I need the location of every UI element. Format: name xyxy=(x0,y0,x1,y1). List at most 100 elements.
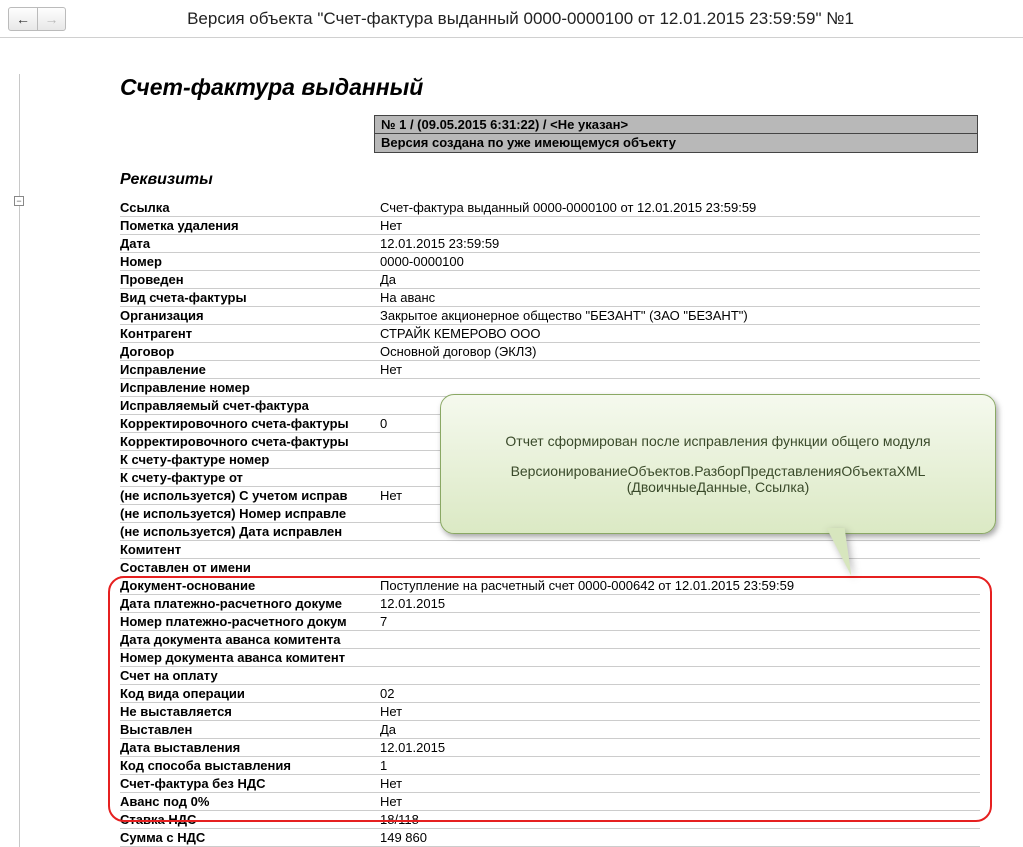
arrow-left-icon: ← xyxy=(16,11,30,27)
prop-value: СТРАЙК КЕМЕРОВО ООО xyxy=(380,325,980,343)
prop-value: Основной договор (ЭКЛЗ) xyxy=(380,343,980,361)
table-row: Документ-основаниеПоступление на расчетн… xyxy=(120,577,980,595)
page-title: Версия объекта "Счет-фактура выданный 00… xyxy=(66,9,1015,29)
arrow-right-icon: → xyxy=(45,11,59,27)
prop-value: 12.01.2015 23:59:59 xyxy=(380,235,980,253)
table-row: Аванс под 0%Нет xyxy=(120,793,980,811)
prop-label: К счету-фактуре номер xyxy=(120,451,380,469)
prop-label: Ссылка xyxy=(120,199,380,217)
table-row: ОрганизацияЗакрытое акционерное общество… xyxy=(120,307,980,325)
prop-label: Исправление номер xyxy=(120,379,380,397)
table-row: Номер платежно-расчетного докум7 xyxy=(120,613,980,631)
doc-heading: Счет-фактура выданный xyxy=(120,74,990,101)
table-row: КонтрагентСТРАЙК КЕМЕРОВО ООО xyxy=(120,325,980,343)
prop-label: Дата документа аванса комитента xyxy=(120,631,380,649)
version-meta-row-1: № 1 / (09.05.2015 6:31:22) / <Не указан> xyxy=(375,116,977,134)
prop-label: Дата платежно-расчетного докуме xyxy=(120,595,380,613)
table-row: Не выставляетсяНет xyxy=(120,703,980,721)
prop-value: Нет xyxy=(380,703,980,721)
prop-label: Аванс под 0% xyxy=(120,793,380,811)
prop-label: Контрагент xyxy=(120,325,380,343)
version-meta-row-2: Версия создана по уже имеющемуся объекту xyxy=(375,134,977,152)
table-row: Счет-фактура без НДСНет xyxy=(120,775,980,793)
table-row: ПроведенДа xyxy=(120,271,980,289)
table-row: ИсправлениеНет xyxy=(120,361,980,379)
prop-label: Корректировочного счета-фактуры xyxy=(120,415,380,433)
table-row: Дата документа аванса комитента xyxy=(120,631,980,649)
prop-label: Составлен от имени xyxy=(120,559,380,577)
prop-label: Номер платежно-расчетного докум xyxy=(120,613,380,631)
prop-label: Исправляемый счет-фактура xyxy=(120,397,380,415)
table-row: Номер0000-0000100 xyxy=(120,253,980,271)
prop-label: Дата выставления xyxy=(120,739,380,757)
prop-label: Договор xyxy=(120,343,380,361)
table-row: Пометка удаленияНет xyxy=(120,217,980,235)
table-row: ВыставленДа xyxy=(120,721,980,739)
prop-value: Да xyxy=(380,721,980,739)
prop-label: Документ-основание xyxy=(120,577,380,595)
prop-value: Нет xyxy=(380,793,980,811)
table-row: Дата платежно-расчетного докуме12.01.201… xyxy=(120,595,980,613)
prop-label: Сумма с НДС xyxy=(120,829,380,847)
prop-value: На аванс xyxy=(380,289,980,307)
table-row: Счет на оплату xyxy=(120,667,980,685)
back-button[interactable]: ← xyxy=(9,8,37,30)
prop-value: 12.01.2015 xyxy=(380,739,980,757)
prop-value: 149 860 xyxy=(380,829,980,847)
table-row: Код вида операции02 xyxy=(120,685,980,703)
table-row: Дата12.01.2015 23:59:59 xyxy=(120,235,980,253)
prop-value: 18/118 xyxy=(380,811,980,829)
prop-value xyxy=(380,667,980,685)
prop-label: Организация xyxy=(120,307,380,325)
prop-label: Ставка НДС xyxy=(120,811,380,829)
forward-button[interactable]: → xyxy=(37,8,65,30)
table-row: ДоговорОсновной договор (ЭКЛЗ) xyxy=(120,343,980,361)
prop-label: Комитент xyxy=(120,541,380,559)
table-row: СсылкаСчет-фактура выданный 0000-0000100… xyxy=(120,199,980,217)
prop-label: Корректировочного счета-фактуры xyxy=(120,433,380,451)
prop-label: (не используется) Дата исправлен xyxy=(120,523,380,541)
prop-value: Поступление на расчетный счет 0000-00064… xyxy=(380,577,980,595)
prop-label: Счет-фактура без НДС xyxy=(120,775,380,793)
table-row: Дата выставления12.01.2015 xyxy=(120,739,980,757)
callout-line-2: ВерсионированиеОбъектов.РазборПредставле… xyxy=(459,463,977,495)
nav-buttons: ← → xyxy=(8,7,66,31)
prop-value: 7 xyxy=(380,613,980,631)
prop-label: Исправление xyxy=(120,361,380,379)
table-row: Сумма с НДС149 860 xyxy=(120,829,980,847)
prop-label: Код способа выставления xyxy=(120,757,380,775)
prop-value: Нет xyxy=(380,775,980,793)
toolbar: ← → Версия объекта "Счет-фактура выданны… xyxy=(0,0,1023,38)
table-row: Вид счета-фактурыНа аванс xyxy=(120,289,980,307)
prop-value: Да xyxy=(380,271,980,289)
prop-value xyxy=(380,649,980,667)
prop-value: Нет xyxy=(380,361,980,379)
prop-label: (не используется) С учетом исправ xyxy=(120,487,380,505)
prop-label: Код вида операции xyxy=(120,685,380,703)
prop-value: 12.01.2015 xyxy=(380,595,980,613)
prop-label: К счету-фактуре от xyxy=(120,469,380,487)
prop-label: (не используется) Номер исправле xyxy=(120,505,380,523)
prop-value xyxy=(380,631,980,649)
table-row: Номер документа аванса комитент xyxy=(120,649,980,667)
prop-label: Проведен xyxy=(120,271,380,289)
prop-label: Номер xyxy=(120,253,380,271)
outline-gutter: − xyxy=(12,74,22,847)
prop-label: Номер документа аванса комитент xyxy=(120,649,380,667)
table-row: Код способа выставления1 xyxy=(120,757,980,775)
prop-label: Пометка удаления xyxy=(120,217,380,235)
prop-value: Закрытое акционерное общество "БЕЗАНТ" (… xyxy=(380,307,980,325)
table-row: Комитент xyxy=(120,541,980,559)
prop-label: Счет на оплату xyxy=(120,667,380,685)
collapse-toggle[interactable]: − xyxy=(14,196,24,206)
prop-value: 0000-0000100 xyxy=(380,253,980,271)
prop-label: Вид счета-фактуры xyxy=(120,289,380,307)
annotation-callout: Отчет сформирован после исправления функ… xyxy=(440,394,996,534)
callout-line-1: Отчет сформирован после исправления функ… xyxy=(505,433,930,449)
gutter-line xyxy=(19,74,20,847)
props-heading: Реквизиты xyxy=(120,171,990,189)
prop-value: Счет-фактура выданный 0000-0000100 от 12… xyxy=(380,199,980,217)
table-row: Ставка НДС18/118 xyxy=(120,811,980,829)
prop-value: 1 xyxy=(380,757,980,775)
prop-value xyxy=(380,541,980,559)
